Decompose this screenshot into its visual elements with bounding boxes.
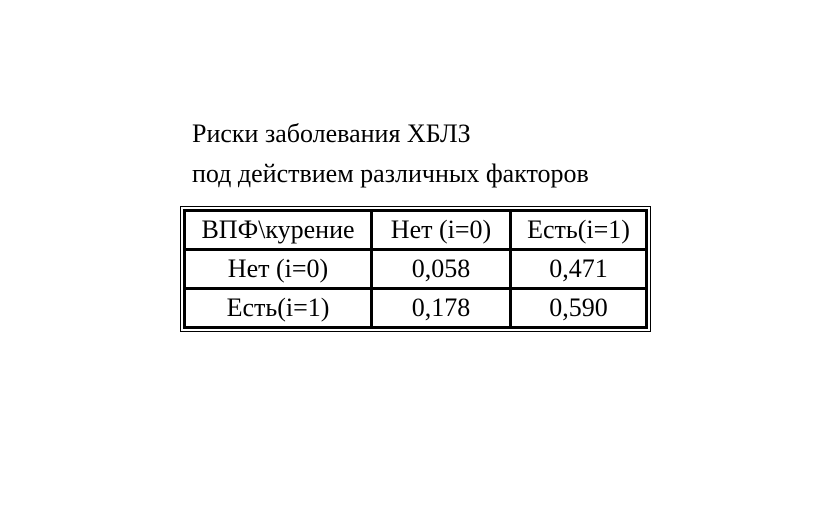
header-cell-vpf-smoking: ВПФ\курение (183, 209, 373, 251)
row-label-vpf-no: Нет (i=0) (183, 248, 373, 290)
header-cell-smoking-no: Нет (i=0) (370, 209, 512, 251)
table-row-vpf-yes: Есть(i=1) 0,178 0,590 (183, 287, 648, 329)
row-label-vpf-yes: Есть(i=1) (183, 287, 373, 329)
table-header-row: ВПФ\курение Нет (i=0) Есть(i=1) (183, 209, 648, 251)
title-line-1: Риски заболевания ХБЛЗ (192, 119, 471, 148)
risk-table-frame: ВПФ\курение Нет (i=0) Есть(i=1) Нет (i=0… (180, 206, 651, 332)
table-row-vpf-no: Нет (i=0) 0,058 0,471 (183, 248, 648, 290)
table-cell-r1c1: 0,178 (370, 287, 512, 329)
header-cell-smoking-yes: Есть(i=1) (509, 209, 648, 251)
table-cell-r0c2: 0,471 (509, 248, 648, 290)
title-line-2: под действием различных факторов (192, 159, 589, 188)
risk-table: ВПФ\курение Нет (i=0) Есть(i=1) Нет (i=0… (183, 209, 648, 329)
table-cell-r1c2: 0,590 (509, 287, 648, 329)
table-cell-r0c1: 0,058 (370, 248, 512, 290)
slide-title: Риски заболевания ХБЛЗ под действием раз… (192, 114, 589, 194)
